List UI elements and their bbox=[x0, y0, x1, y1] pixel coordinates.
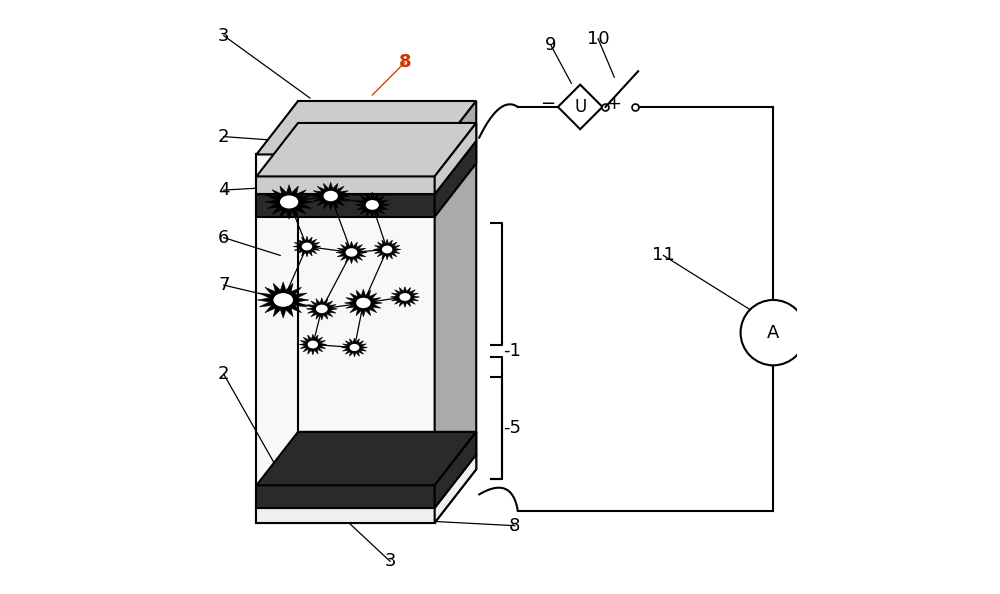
Polygon shape bbox=[336, 241, 367, 264]
Polygon shape bbox=[256, 141, 476, 194]
Text: -1: -1 bbox=[503, 342, 521, 360]
Ellipse shape bbox=[308, 340, 318, 349]
Text: 4: 4 bbox=[218, 181, 230, 199]
Text: -5: -5 bbox=[503, 419, 521, 437]
Ellipse shape bbox=[350, 344, 359, 351]
Polygon shape bbox=[256, 432, 476, 485]
Polygon shape bbox=[342, 338, 367, 357]
Polygon shape bbox=[373, 239, 401, 260]
Text: 3: 3 bbox=[218, 27, 230, 45]
Polygon shape bbox=[558, 85, 602, 129]
Polygon shape bbox=[355, 192, 390, 218]
Polygon shape bbox=[256, 454, 476, 508]
Polygon shape bbox=[344, 289, 382, 317]
Ellipse shape bbox=[346, 248, 357, 257]
Circle shape bbox=[741, 300, 806, 365]
Polygon shape bbox=[256, 154, 435, 523]
Text: 3: 3 bbox=[384, 552, 396, 570]
Ellipse shape bbox=[399, 293, 411, 301]
Ellipse shape bbox=[356, 298, 371, 308]
Text: 10: 10 bbox=[587, 30, 609, 48]
Polygon shape bbox=[256, 194, 435, 217]
Ellipse shape bbox=[316, 305, 328, 313]
Text: 6: 6 bbox=[218, 229, 229, 247]
Text: −: − bbox=[540, 95, 555, 113]
Ellipse shape bbox=[382, 245, 392, 254]
Polygon shape bbox=[265, 185, 313, 219]
Polygon shape bbox=[257, 282, 309, 318]
Text: U: U bbox=[574, 98, 586, 116]
Polygon shape bbox=[390, 287, 420, 307]
Text: A: A bbox=[767, 324, 779, 342]
Polygon shape bbox=[256, 123, 476, 176]
Polygon shape bbox=[256, 176, 435, 194]
Polygon shape bbox=[299, 334, 327, 355]
Polygon shape bbox=[435, 101, 476, 523]
Text: 11: 11 bbox=[652, 247, 675, 264]
Polygon shape bbox=[306, 298, 337, 320]
Polygon shape bbox=[293, 236, 321, 257]
Polygon shape bbox=[435, 141, 476, 217]
Text: 7: 7 bbox=[218, 276, 230, 294]
Text: 8: 8 bbox=[399, 53, 411, 71]
Ellipse shape bbox=[366, 200, 379, 210]
Polygon shape bbox=[312, 182, 350, 210]
Ellipse shape bbox=[302, 242, 312, 251]
Polygon shape bbox=[256, 485, 435, 508]
Ellipse shape bbox=[273, 293, 293, 307]
Text: 2: 2 bbox=[218, 128, 230, 146]
Polygon shape bbox=[435, 123, 476, 194]
Polygon shape bbox=[435, 454, 476, 523]
Text: 2: 2 bbox=[218, 365, 230, 383]
Text: +: + bbox=[606, 95, 621, 113]
Ellipse shape bbox=[280, 195, 298, 208]
Polygon shape bbox=[256, 101, 476, 154]
Text: 8: 8 bbox=[509, 517, 521, 535]
Ellipse shape bbox=[324, 191, 338, 201]
Polygon shape bbox=[256, 508, 435, 523]
Text: 9: 9 bbox=[545, 36, 556, 53]
Polygon shape bbox=[435, 432, 476, 508]
